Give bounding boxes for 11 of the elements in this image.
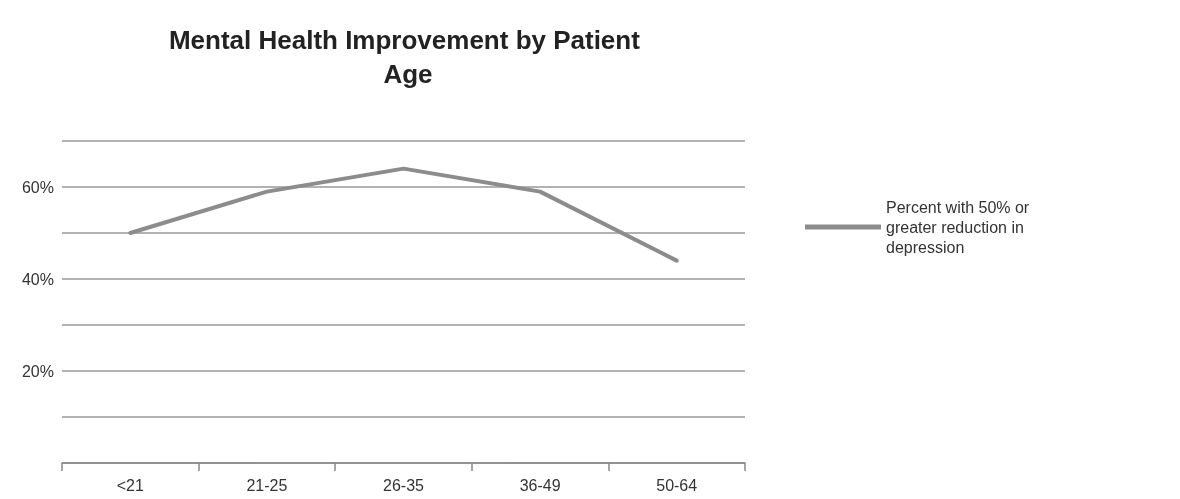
x-tick-label: <21	[116, 476, 144, 494]
y-tick-label: 60%	[21, 178, 54, 196]
x-tick-label: 26-35	[383, 476, 425, 494]
x-tick-label: 21-25	[246, 476, 288, 494]
x-tick-label: 50-64	[656, 476, 698, 494]
line-series	[128, 166, 679, 263]
legend-label: Percent with 50% or greater reduction in depression	[886, 198, 1034, 256]
y-tick-label: 20%	[21, 362, 54, 380]
x-tick-label: 36-49	[519, 476, 561, 494]
y-tick-label: 40%	[21, 270, 54, 288]
chart-title: Mental Health Improvement by Patient Age	[168, 25, 648, 89]
